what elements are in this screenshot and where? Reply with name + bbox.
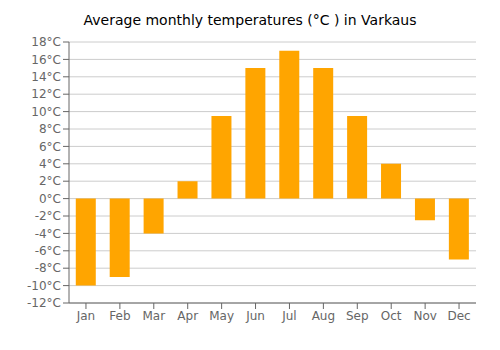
svg-text:Sep: Sep — [346, 309, 369, 323]
svg-text:-12°C: -12°C — [27, 296, 61, 310]
svg-text:Oct: Oct — [381, 309, 402, 323]
svg-text:2°C: 2°C — [39, 174, 61, 188]
svg-text:Nov: Nov — [413, 309, 436, 323]
svg-text:-6°C: -6°C — [35, 244, 61, 258]
svg-text:4°C: 4°C — [39, 157, 61, 171]
svg-text:Apr: Apr — [177, 309, 198, 323]
svg-text:0°C: 0°C — [39, 192, 61, 206]
svg-text:Jul: Jul — [281, 309, 296, 323]
svg-text:Feb: Feb — [109, 309, 130, 323]
svg-text:Aug: Aug — [312, 309, 335, 323]
svg-text:8°C: 8°C — [39, 122, 61, 136]
svg-text:Jun: Jun — [245, 309, 265, 323]
svg-text:14°C: 14°C — [31, 70, 61, 84]
svg-text:18°C: 18°C — [31, 35, 61, 49]
svg-text:Jan: Jan — [76, 309, 96, 323]
svg-text:12°C: 12°C — [31, 87, 61, 101]
svg-text:Mar: Mar — [142, 309, 165, 323]
svg-text:Dec: Dec — [447, 309, 470, 323]
html-text:Average monthly temperatures (: Average monthly temperatures (°C ) in Va… — [83, 12, 417, 28]
svg-text:-2°C: -2°C — [35, 209, 61, 223]
svg-text:-8°C: -8°C — [35, 261, 61, 275]
svg-text:10°C: 10°C — [31, 105, 61, 119]
svg-text:6°C: 6°C — [39, 140, 61, 154]
svg-text:-4°C: -4°C — [35, 227, 61, 241]
svg-text:16°C: 16°C — [31, 53, 61, 67]
svg-text:May: May — [209, 309, 234, 323]
svg-text:-10°C: -10°C — [27, 279, 61, 293]
